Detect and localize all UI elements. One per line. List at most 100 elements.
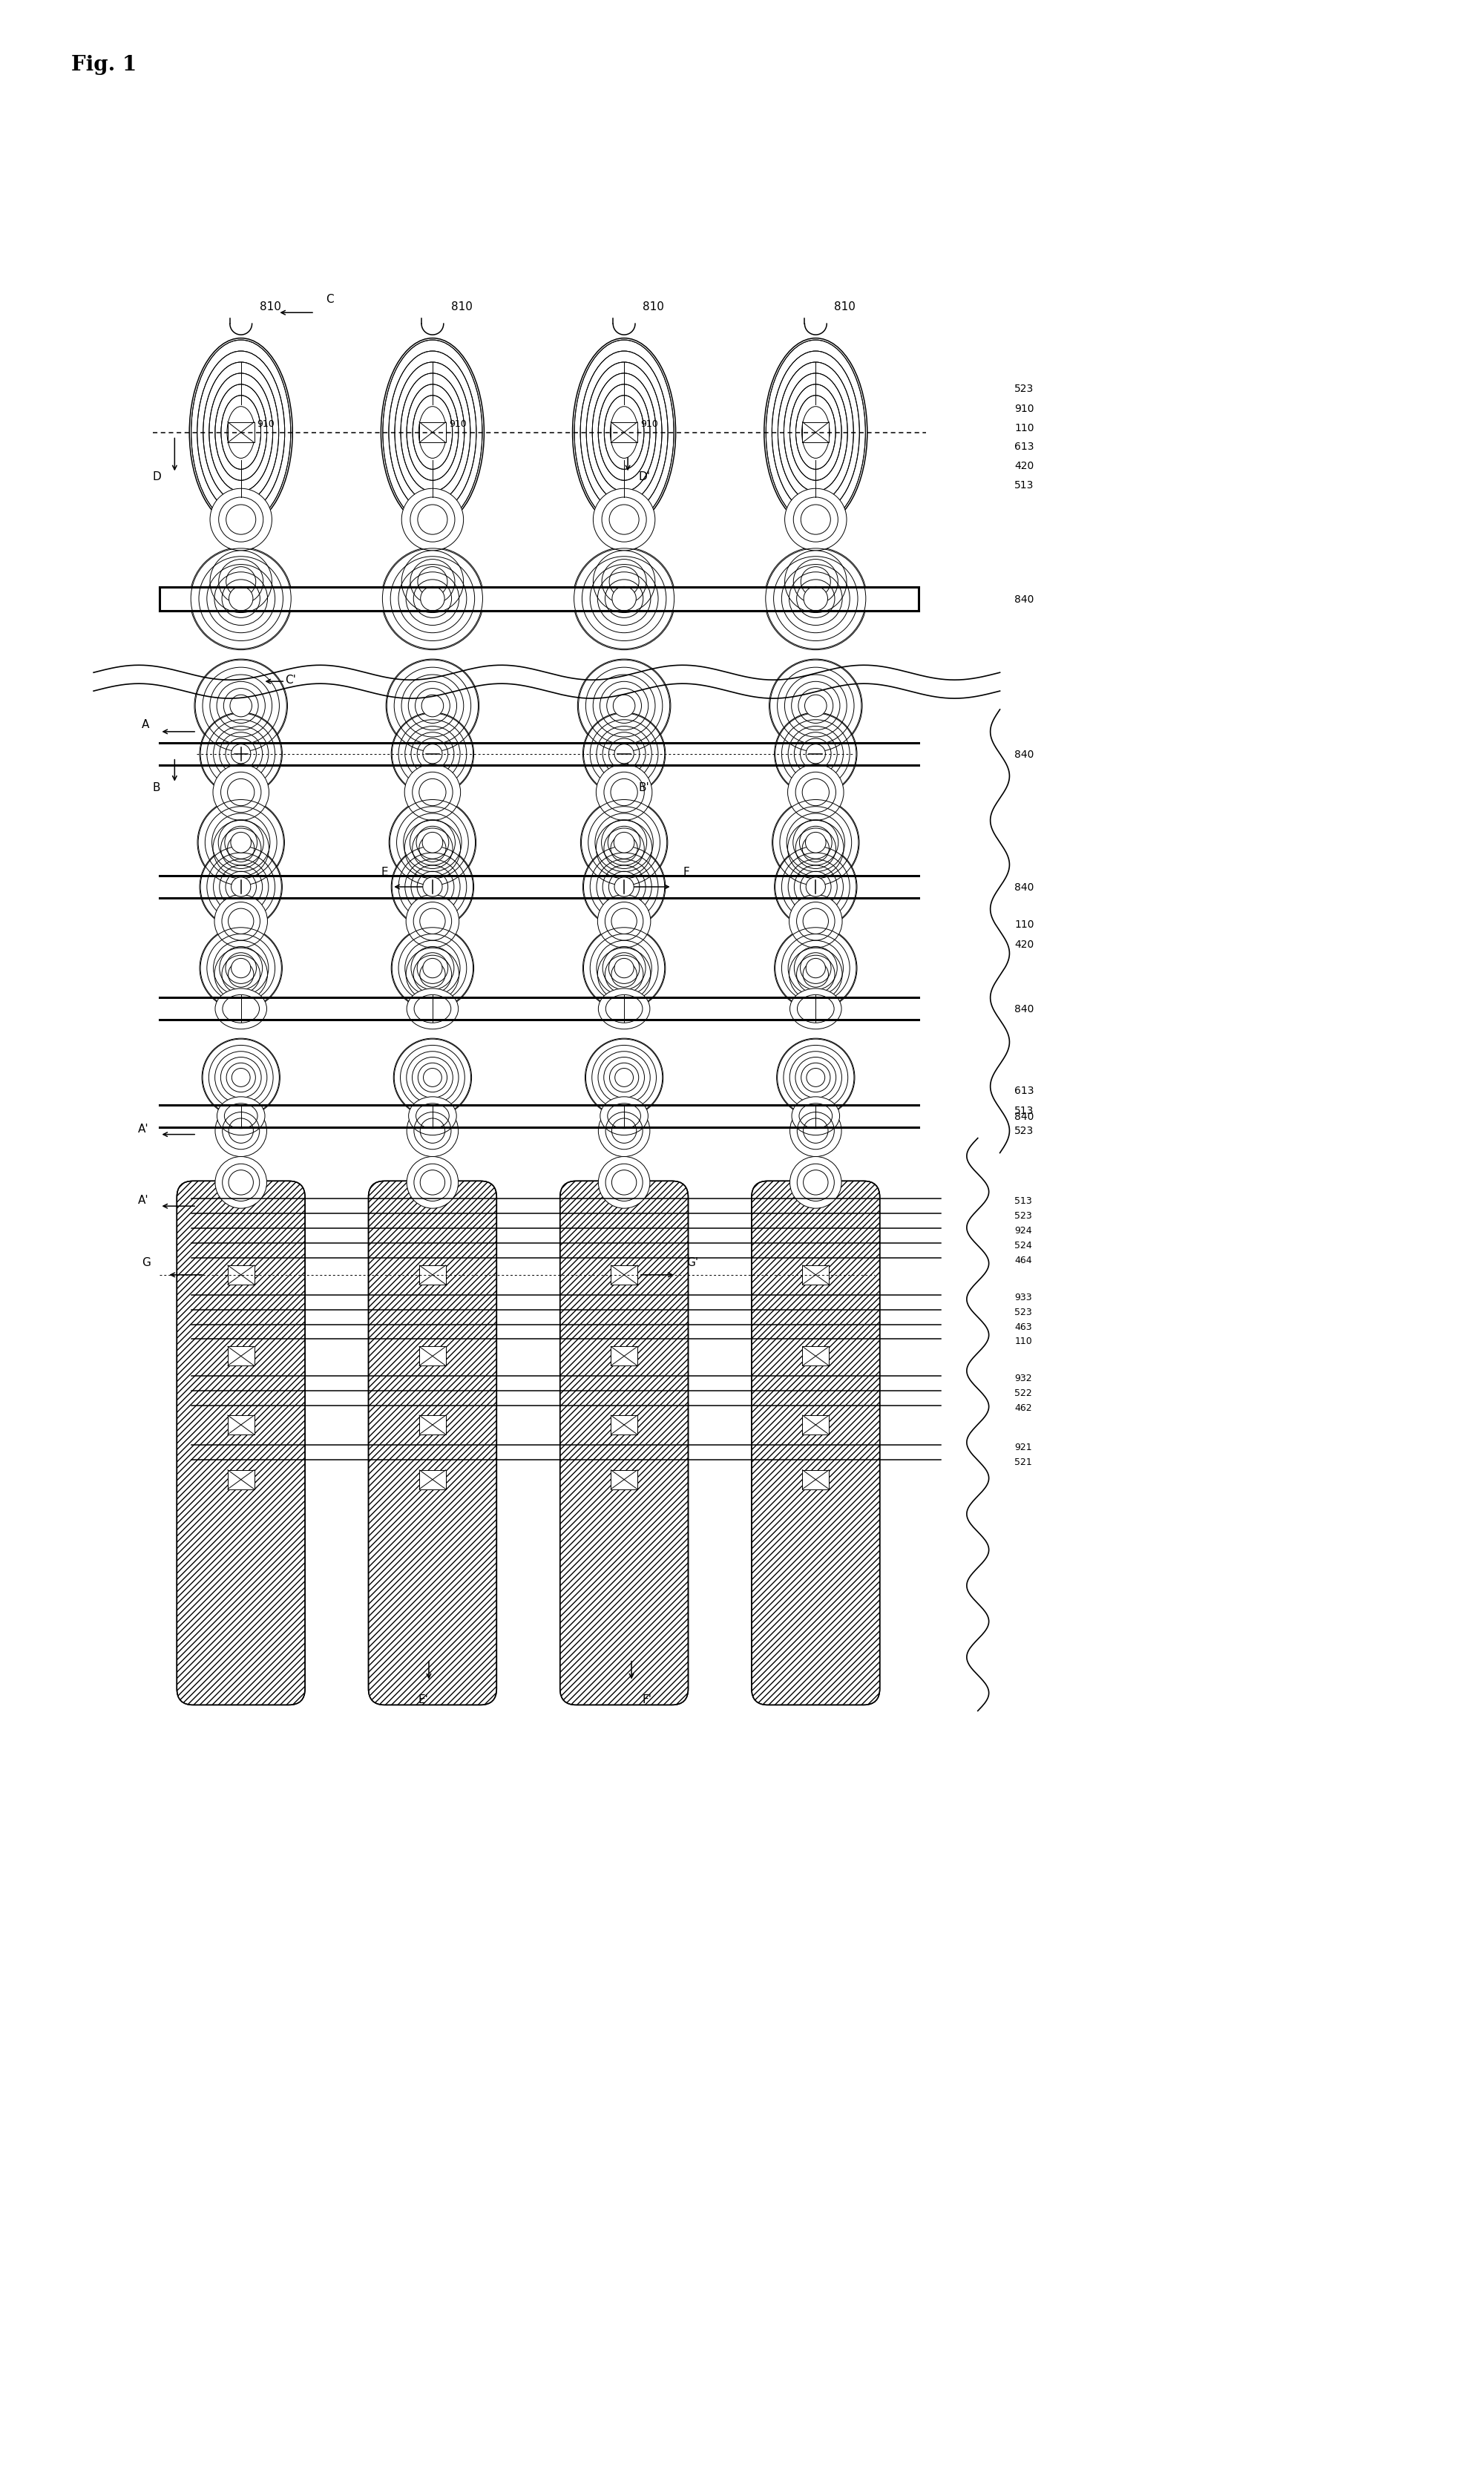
Text: B: B — [153, 782, 160, 792]
Circle shape — [423, 877, 442, 897]
Circle shape — [214, 947, 267, 1002]
Circle shape — [614, 832, 634, 852]
Ellipse shape — [610, 406, 638, 459]
Circle shape — [202, 1039, 280, 1116]
Circle shape — [420, 586, 445, 611]
Text: 463: 463 — [1015, 1323, 1033, 1331]
Text: 910: 910 — [448, 419, 466, 429]
Text: F: F — [683, 867, 690, 877]
Text: A: A — [141, 720, 150, 730]
Circle shape — [583, 927, 665, 1009]
Circle shape — [211, 551, 272, 613]
Ellipse shape — [215, 989, 267, 1029]
Text: D': D' — [638, 471, 650, 483]
Circle shape — [580, 800, 668, 887]
Circle shape — [597, 765, 651, 820]
Text: 840: 840 — [1015, 1111, 1034, 1121]
Bar — [803, 1415, 830, 1435]
Circle shape — [583, 713, 665, 795]
Circle shape — [232, 745, 251, 763]
Circle shape — [405, 765, 460, 820]
Circle shape — [614, 877, 634, 897]
Text: 840: 840 — [1015, 593, 1034, 606]
Text: 810: 810 — [260, 302, 280, 312]
Circle shape — [194, 658, 288, 753]
Circle shape — [215, 1156, 267, 1209]
Circle shape — [764, 548, 867, 650]
Circle shape — [386, 658, 479, 753]
Ellipse shape — [764, 339, 867, 526]
Text: 523: 523 — [1015, 1126, 1034, 1136]
Ellipse shape — [789, 989, 841, 1029]
Ellipse shape — [190, 339, 292, 526]
Circle shape — [200, 927, 282, 1009]
Bar — [420, 421, 445, 444]
Circle shape — [611, 586, 637, 611]
Text: E: E — [381, 867, 389, 877]
Text: 933: 933 — [1015, 1293, 1033, 1303]
Text: G': G' — [687, 1256, 699, 1268]
Circle shape — [804, 586, 828, 611]
Text: 910: 910 — [640, 419, 657, 429]
Circle shape — [423, 745, 442, 763]
Bar — [803, 421, 830, 444]
Circle shape — [598, 947, 650, 1002]
Circle shape — [215, 1104, 267, 1156]
Circle shape — [392, 845, 473, 930]
Text: E': E' — [418, 1695, 427, 1705]
Text: 524: 524 — [1015, 1241, 1033, 1251]
Circle shape — [407, 1156, 459, 1209]
Circle shape — [402, 488, 463, 551]
Text: C: C — [325, 294, 334, 304]
Bar — [611, 1346, 637, 1366]
Text: 910: 910 — [257, 419, 275, 429]
Text: 420: 420 — [1015, 939, 1034, 949]
Circle shape — [775, 927, 858, 1009]
Bar — [420, 1266, 445, 1283]
Text: 924: 924 — [1015, 1226, 1033, 1236]
Text: 910: 910 — [1015, 404, 1034, 414]
Circle shape — [405, 820, 460, 877]
Bar — [611, 1415, 637, 1435]
Bar — [227, 1346, 254, 1366]
Bar — [420, 1346, 445, 1366]
Circle shape — [776, 1039, 855, 1116]
Ellipse shape — [792, 1096, 840, 1136]
Circle shape — [614, 745, 634, 763]
Circle shape — [423, 959, 442, 977]
Circle shape — [789, 1156, 841, 1209]
Circle shape — [598, 895, 650, 947]
Circle shape — [232, 1069, 251, 1087]
Circle shape — [785, 488, 847, 551]
Ellipse shape — [801, 406, 830, 459]
Circle shape — [789, 1104, 841, 1156]
Text: 513: 513 — [1015, 481, 1034, 491]
Circle shape — [200, 845, 282, 930]
Circle shape — [200, 713, 282, 795]
Circle shape — [573, 548, 675, 650]
Ellipse shape — [407, 989, 459, 1029]
Circle shape — [212, 820, 269, 877]
Text: 810: 810 — [643, 302, 663, 312]
Circle shape — [423, 1069, 442, 1087]
Circle shape — [421, 695, 444, 718]
Bar — [611, 421, 637, 444]
Bar — [803, 1266, 830, 1283]
Circle shape — [232, 959, 251, 977]
Circle shape — [232, 877, 251, 897]
Text: 840: 840 — [1015, 750, 1034, 760]
Text: 810: 810 — [451, 302, 472, 312]
Text: 523: 523 — [1015, 384, 1034, 394]
Circle shape — [597, 820, 651, 877]
Circle shape — [230, 695, 252, 718]
Text: 921: 921 — [1015, 1443, 1033, 1453]
Text: 840: 840 — [1015, 882, 1034, 892]
Circle shape — [402, 551, 463, 613]
Ellipse shape — [217, 1096, 264, 1136]
FancyBboxPatch shape — [368, 1181, 497, 1705]
Circle shape — [583, 845, 665, 930]
Text: A': A' — [138, 1196, 148, 1206]
FancyBboxPatch shape — [160, 586, 919, 611]
Circle shape — [230, 832, 251, 852]
Circle shape — [788, 765, 844, 820]
